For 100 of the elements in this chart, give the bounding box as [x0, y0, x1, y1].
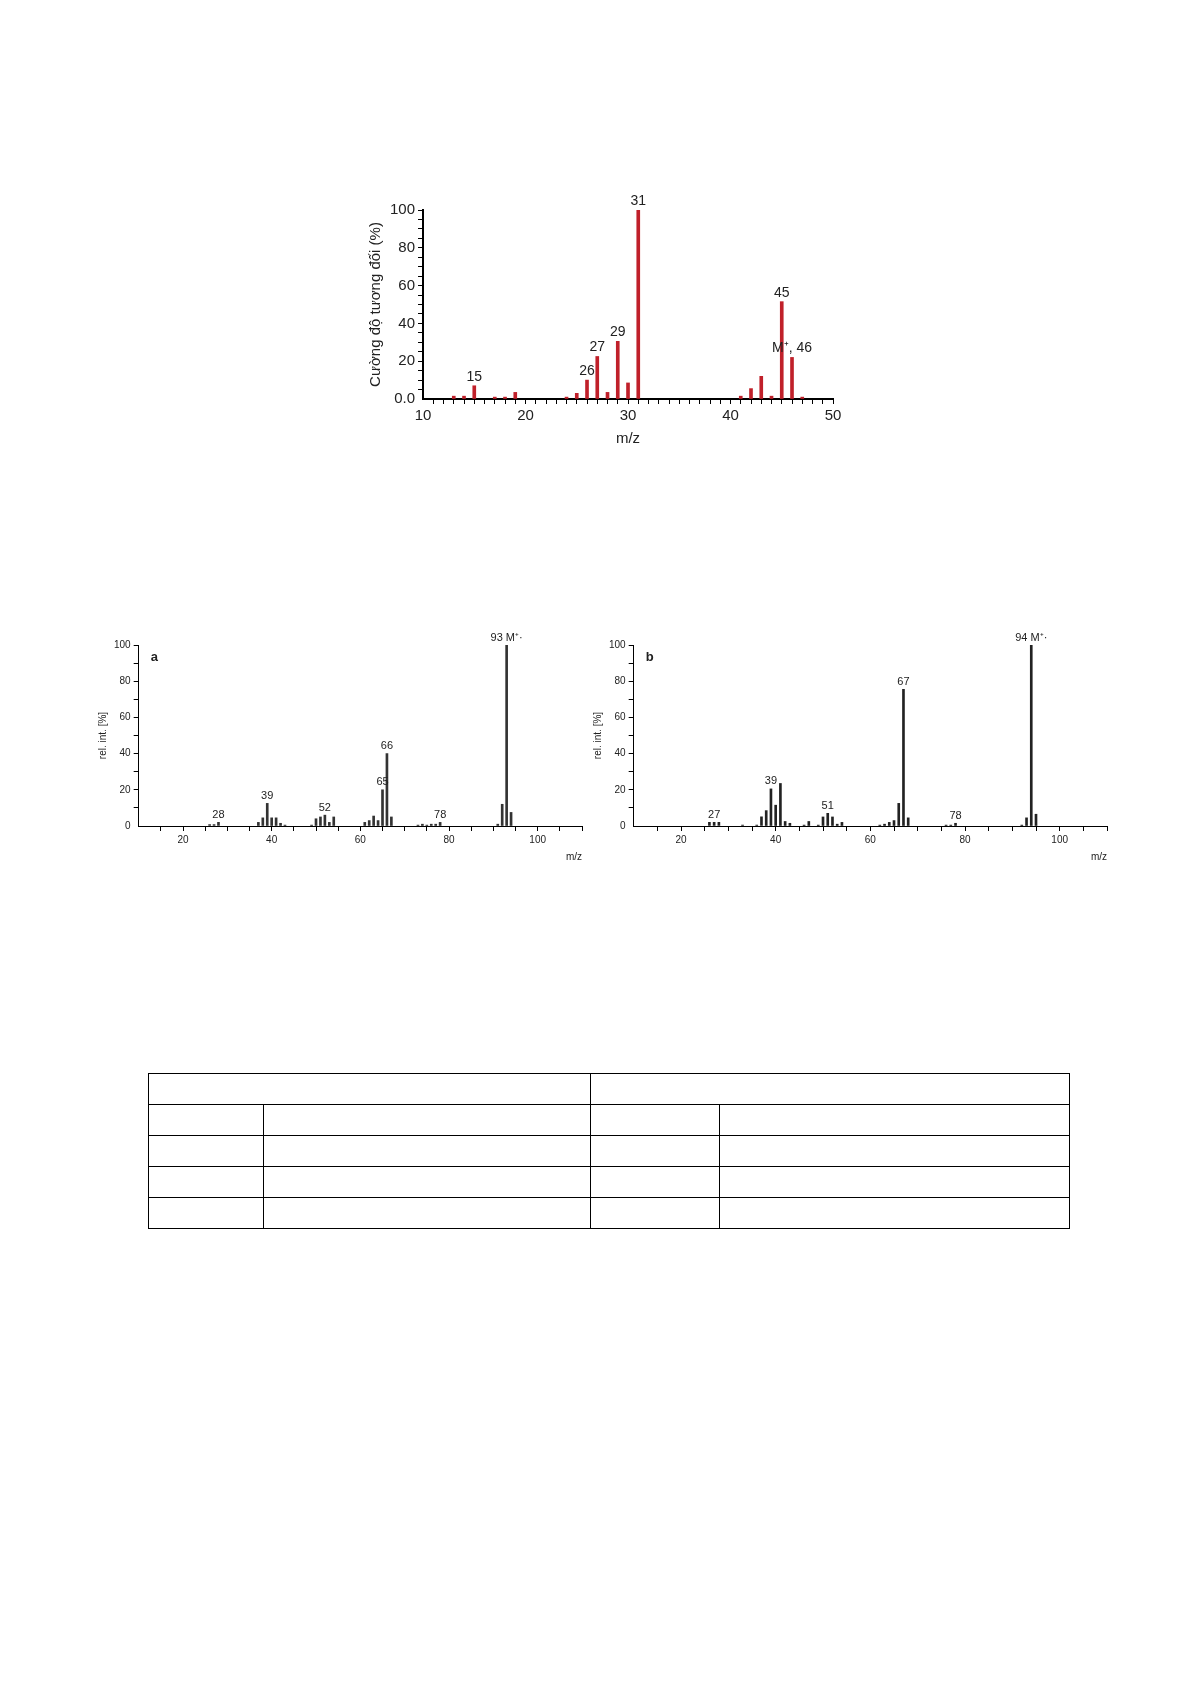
- bar: [636, 210, 641, 399]
- y-tick-label: 0.0: [394, 389, 416, 407]
- y-tick-label: 80: [614, 674, 627, 686]
- bar: [265, 803, 269, 826]
- bar: [626, 382, 630, 399]
- annotation: 93 M⁺·: [490, 630, 523, 643]
- bar: [261, 817, 265, 826]
- x-tick-label: 40: [770, 833, 782, 845]
- bar: [279, 822, 282, 826]
- bar: [1025, 817, 1028, 826]
- bar: [954, 822, 957, 826]
- annotation: 94 M⁺·: [1015, 630, 1048, 643]
- x-tick-label: 40: [266, 833, 278, 845]
- x-tick-label: 20: [675, 833, 688, 845]
- x-axis-title: m/z: [1090, 850, 1107, 862]
- bar: [372, 815, 375, 826]
- bar: [492, 396, 497, 399]
- bar: [462, 395, 466, 399]
- y-tick-label: 60: [614, 711, 627, 723]
- bar: [585, 379, 589, 399]
- bar: [774, 804, 778, 826]
- y-tick-label: 80: [398, 237, 416, 255]
- bar: [1029, 645, 1033, 826]
- x-tick-label: 20: [517, 406, 534, 424]
- annotation: 51: [821, 798, 834, 811]
- y-tick-label: 60: [398, 275, 416, 293]
- y-tick-label: 20: [614, 783, 627, 795]
- bar: [760, 816, 763, 826]
- annotation: 27: [708, 807, 721, 820]
- y-tick-label: 40: [398, 313, 416, 331]
- annotation: 26: [579, 361, 596, 378]
- x-tick-label: 10: [414, 406, 432, 424]
- y-tick-label: 20: [398, 351, 416, 369]
- bar: [513, 392, 518, 399]
- bar: [319, 816, 322, 826]
- bar: [708, 822, 711, 826]
- x-tick-label: 100: [529, 833, 547, 845]
- y-tick-label: 100: [609, 638, 627, 650]
- bar: [503, 396, 507, 399]
- x-tick-label: 50: [824, 406, 842, 424]
- bar: [381, 789, 384, 826]
- bar: [738, 395, 743, 399]
- y-axis-title: rel. int. [%]: [96, 711, 108, 760]
- bar: [906, 817, 910, 826]
- bar: [831, 816, 834, 826]
- bar: [451, 395, 456, 399]
- x-tick-label: 100: [1051, 833, 1069, 845]
- x-tick-label: 20: [177, 833, 190, 845]
- annotation: 39: [764, 774, 778, 787]
- y-axis-title: Cường độ tương đối (%): [366, 222, 384, 387]
- annotation: 45: [773, 283, 790, 300]
- x-tick-label: 60: [864, 833, 877, 845]
- x-tick-label: 30: [619, 406, 637, 424]
- bar: [505, 645, 508, 826]
- y-tick-label: 20: [119, 783, 132, 795]
- y-tick-label: 100: [390, 200, 416, 218]
- y-tick-label: 80: [119, 674, 132, 686]
- x-axis-title: m/z: [565, 850, 582, 862]
- x-axis-title: m/z: [615, 429, 641, 447]
- annotation: 39: [261, 788, 274, 801]
- y-tick-label: 40: [119, 747, 132, 759]
- annotation: a: [150, 649, 159, 665]
- bar: [807, 821, 811, 826]
- y-tick-label: 60: [119, 711, 132, 723]
- bar: [472, 385, 477, 399]
- annotation: 78: [434, 807, 447, 820]
- bar: [749, 388, 753, 399]
- bar: [764, 810, 768, 826]
- x-tick-label: 80: [959, 833, 971, 845]
- annotation: 31: [630, 191, 647, 208]
- annotation: 29: [609, 323, 626, 340]
- bar: [332, 816, 336, 826]
- y-tick-label: 100: [114, 638, 132, 650]
- annotation: 78: [949, 808, 962, 821]
- x-tick-label: 40: [722, 406, 739, 424]
- bar: [887, 822, 891, 826]
- bar: [574, 393, 579, 399]
- annotation: 52: [318, 800, 331, 813]
- bar: [790, 357, 794, 399]
- annotation: b: [645, 649, 654, 665]
- x-tick-label: 60: [354, 833, 367, 845]
- y-tick-label: 40: [614, 747, 627, 759]
- bar: [615, 341, 620, 399]
- annotation: 67: [897, 674, 910, 687]
- bar: [826, 813, 830, 826]
- bar: [595, 356, 600, 399]
- bar: [902, 689, 905, 826]
- annotation: 15: [466, 367, 483, 384]
- bar: [363, 822, 367, 826]
- annotation: 28: [212, 807, 225, 820]
- bar: [759, 375, 764, 399]
- y-tick-label: 0: [620, 819, 627, 831]
- bar: [217, 822, 220, 826]
- annotation: 66: [380, 739, 394, 752]
- bar: [779, 783, 782, 826]
- bar: [800, 396, 805, 399]
- annotation: 27: [589, 338, 606, 355]
- bar: [897, 803, 901, 826]
- x-tick-label: 80: [443, 833, 455, 845]
- y-tick-label: 0: [125, 819, 132, 831]
